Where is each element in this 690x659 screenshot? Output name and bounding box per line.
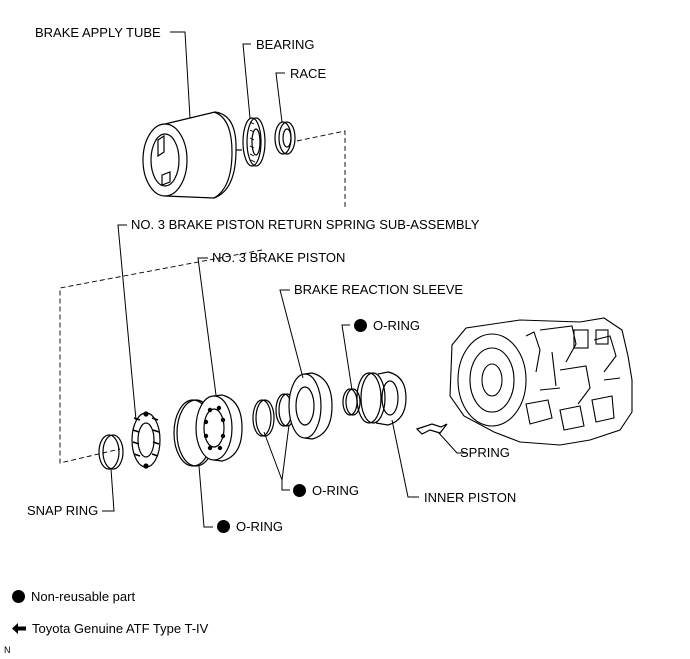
- label-o-ring-top-text: O-RING: [373, 318, 420, 333]
- non-reusable-dot-icon: [354, 319, 367, 332]
- label-bearing: BEARING: [256, 37, 315, 52]
- legend-non-reusable: Non-reusable part: [12, 589, 135, 604]
- legend-atf: Toyota Genuine ATF Type T-IV: [12, 621, 208, 636]
- label-brake-apply-tube: BRAKE APPLY TUBE: [35, 25, 161, 40]
- label-snap-ring: SNAP RING: [27, 503, 99, 518]
- label-o-ring-bottom: O-RING: [217, 519, 283, 534]
- arrow-left-icon: [12, 623, 26, 634]
- legend-atf-text: Toyota Genuine ATF Type T-IV: [32, 621, 209, 636]
- snap-ring-part: [98, 434, 124, 470]
- non-reusable-dot-icon: [293, 484, 306, 497]
- return-spring-part: [131, 411, 161, 469]
- bearing-part: [242, 117, 266, 167]
- corner-mark: N: [4, 645, 11, 655]
- alignment-dashed-lines: [59, 130, 346, 464]
- label-spring: SPRING: [460, 445, 510, 460]
- non-reusable-dot-icon: [217, 520, 230, 533]
- brake-piston-part: [195, 394, 243, 462]
- spring-clip-part: [415, 423, 448, 435]
- label-no3-brake-piston: NO. 3 BRAKE PISTON: [212, 250, 346, 265]
- label-return-spring-sub-assembly: NO. 3 BRAKE PISTON RETURN SPRING SUB-ASS…: [131, 217, 480, 232]
- leader-lines: [102, 31, 467, 528]
- label-o-ring-middle: O-RING: [293, 483, 359, 498]
- label-o-ring-bottom-text: O-RING: [236, 519, 283, 534]
- transmission-case-part: [449, 317, 633, 446]
- brake-apply-tube-part: [142, 111, 242, 199]
- label-brake-reaction-sleeve: BRAKE REACTION SLEEVE: [294, 282, 464, 297]
- legend-non-reusable-text: Non-reusable part: [31, 589, 136, 604]
- brake-reaction-sleeve-part: [288, 372, 333, 440]
- inner-piston-part: [356, 371, 407, 426]
- label-inner-piston: INNER PISTON: [424, 490, 517, 505]
- label-o-ring-middle-text: O-RING: [312, 483, 359, 498]
- non-reusable-dot-icon: [12, 590, 25, 603]
- o-ring-pair-part: [252, 393, 296, 437]
- label-race: RACE: [290, 66, 327, 81]
- label-o-ring-top: O-RING: [354, 318, 420, 333]
- race-part: [274, 121, 296, 155]
